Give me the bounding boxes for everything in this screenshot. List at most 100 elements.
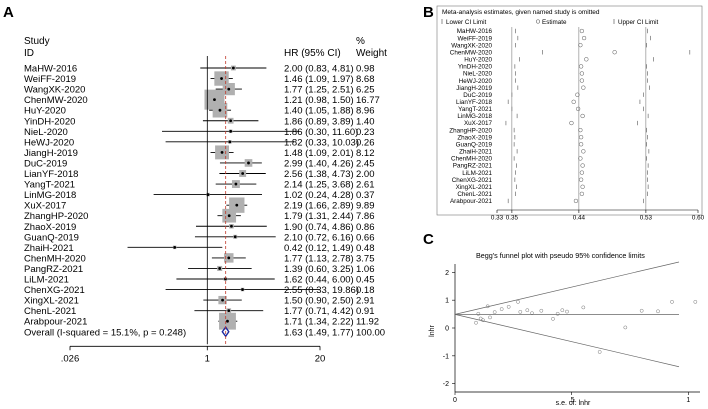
sensitivity-estimate-mark: [578, 127, 583, 133]
forest-weight-text: 8.68: [356, 74, 375, 85]
forest-plot: Study ID HR (95% CI) % Weight MaHW-2016 2…: [24, 36, 387, 364]
funnel-y-tick-label: 1: [445, 298, 449, 305]
forest-weight-text: 0.18: [356, 285, 375, 296]
forest-point: [227, 214, 231, 218]
forest-study-label: HeWJ-2020: [24, 137, 74, 148]
sensitivity-study-label: ChenMH-2020: [451, 156, 492, 163]
forest-weight-text: 0.91: [356, 306, 375, 317]
forest-point: [173, 245, 177, 249]
forest-ci-text: 1.50 (0.90, 2.50): [284, 296, 354, 307]
sensitivity-x-tick-label: 0.53: [640, 215, 653, 222]
forest-ci-text: 1.46 (1.09, 1.97): [284, 74, 354, 85]
forest-point: [228, 140, 232, 144]
sensitivity-study-label: WeiFF-2019: [457, 35, 492, 42]
funnel-points: [474, 299, 698, 354]
legend-lower: Lower CI Limit: [446, 19, 486, 26]
forest-header-hr: HR (95% CI): [284, 48, 341, 59]
funnel-point: [499, 307, 504, 311]
forest-study-label: ZhaiH-2021: [24, 243, 74, 254]
forest-ci-text: 1.02 (0.24, 4.28): [284, 190, 354, 201]
funnel-point: [492, 310, 497, 314]
forest-study-label: MaHW-2016: [24, 64, 77, 75]
forest-study-label: ZhangHP-2020: [24, 211, 88, 222]
forest-study-label: WeiFF-2019: [24, 74, 76, 85]
forest-weight-text: 2.91: [356, 296, 375, 307]
sensitivity-estimate-mark: [578, 177, 584, 182]
forest-weight-text: 0.23: [356, 127, 375, 138]
sensitivity-study-label: MaHW-2016: [457, 28, 493, 35]
forest-study-label: ChenMW-2020: [24, 95, 88, 106]
forest-point: [230, 224, 233, 228]
forest-point: [229, 119, 233, 123]
forest-study-label: JiangH-2019: [24, 148, 78, 159]
forest-point: [218, 267, 222, 270]
sensitivity-estimate-mark: [573, 198, 579, 204]
funnel-point: [525, 308, 530, 313]
sensitivity-estimate-mark: [579, 191, 585, 196]
forest-point: [218, 108, 222, 112]
sensitivity-study-label: JiangH-2019: [456, 85, 492, 92]
forest-weight-text: 7.86: [356, 211, 375, 222]
sensitivity-estimate-mark: [569, 120, 574, 126]
forest-ci-text: 1.82 (0.33, 10.03): [284, 137, 359, 148]
sensitivity-study-label: ChenMW-2020: [450, 49, 493, 56]
sensitivity-estimate-mark: [579, 71, 585, 76]
sensitivity-study-label: Arabpour-2021: [450, 198, 493, 205]
forest-weight-text: 8.12: [356, 148, 375, 159]
forest-ci-text: 2.99 (1.40, 4.26): [284, 158, 354, 169]
funnel-point: [555, 311, 560, 316]
sensitivity-estimate-mark: [612, 50, 617, 55]
sensitivity-study-label: HuY-2020: [464, 57, 492, 64]
sensitivity-x-tick-label: 0.44: [573, 215, 586, 222]
funnel-x-tick-label: 1: [686, 397, 690, 404]
forest-study-label: Arabpour-2021: [24, 317, 87, 328]
forest-point: [247, 161, 250, 165]
forest-weight-text: 8.96: [356, 106, 375, 117]
sensitivity-study-label: NieL-2020: [463, 71, 493, 78]
sensitivity-estimate-mark: [580, 184, 585, 189]
sensitivity-estimate-mark: [579, 28, 585, 34]
forest-point: [235, 203, 239, 207]
forest-weight-text: 0.45: [356, 275, 375, 286]
forest-axis: .026 1 20: [61, 56, 325, 364]
forest-point: [227, 256, 231, 260]
sensitivity-estimate-mark: [579, 170, 585, 175]
sensitivity-study-label: GuanQ-2019: [456, 141, 493, 148]
funnel-point: [539, 308, 544, 313]
forest-study-label: XuX-2017: [24, 201, 66, 212]
forest-study-label: NieL-2020: [24, 127, 68, 138]
funnel-point: [474, 320, 478, 325]
forest-ci-text: 1.21 (0.98, 1.50): [284, 95, 354, 106]
funnel-point: [551, 316, 555, 321]
sensitivity-estimate-mark: [575, 106, 581, 112]
sensitivity-estimate-mark: [579, 78, 585, 83]
panel-label-c: C: [423, 231, 434, 248]
funnel-point: [597, 350, 602, 354]
forest-ci-text: 1.77 (0.71, 4.42): [284, 306, 354, 317]
forest-header-id: ID: [24, 48, 34, 59]
forest-ci-text: 2.14 (1.25, 3.68): [284, 180, 354, 191]
funnel-point: [506, 305, 511, 309]
forest-ci-text: 0.42 (0.12, 1.49): [284, 243, 354, 254]
forest-study-label: ZhaoX-2019: [24, 222, 76, 233]
forest-x-tick-label: 1: [205, 353, 210, 364]
sensitivity-estimate-mark: [581, 149, 586, 154]
forest-study-label: ChenXG-2021: [24, 285, 85, 296]
funnel-point: [476, 311, 481, 316]
forest-weight-text: 0.26: [356, 137, 375, 148]
sensitivity-study-label: DuC-2019: [463, 92, 492, 99]
forest-weight-text: 9.89: [356, 201, 375, 212]
forest-point: [241, 172, 245, 175]
sensitivity-study-label: YangT-2021: [458, 106, 492, 113]
funnel-point: [560, 308, 565, 313]
forest-study-label: PangRZ-2021: [24, 264, 83, 275]
sensitivity-x-tick-label: 0.35: [506, 215, 519, 222]
funnel-y-tick-label: 0: [445, 326, 449, 333]
forest-weight-text: 0.66: [356, 232, 375, 243]
forest-ci-text: 1.77 (1.13, 2.78): [284, 253, 354, 264]
forest-overall-diamond: [221, 326, 230, 338]
forest-study-label: LinMG-2018: [24, 190, 76, 201]
funnel-point: [623, 325, 628, 330]
forest-point: [220, 77, 223, 80]
sensitivity-estimate-mark: [578, 43, 583, 48]
